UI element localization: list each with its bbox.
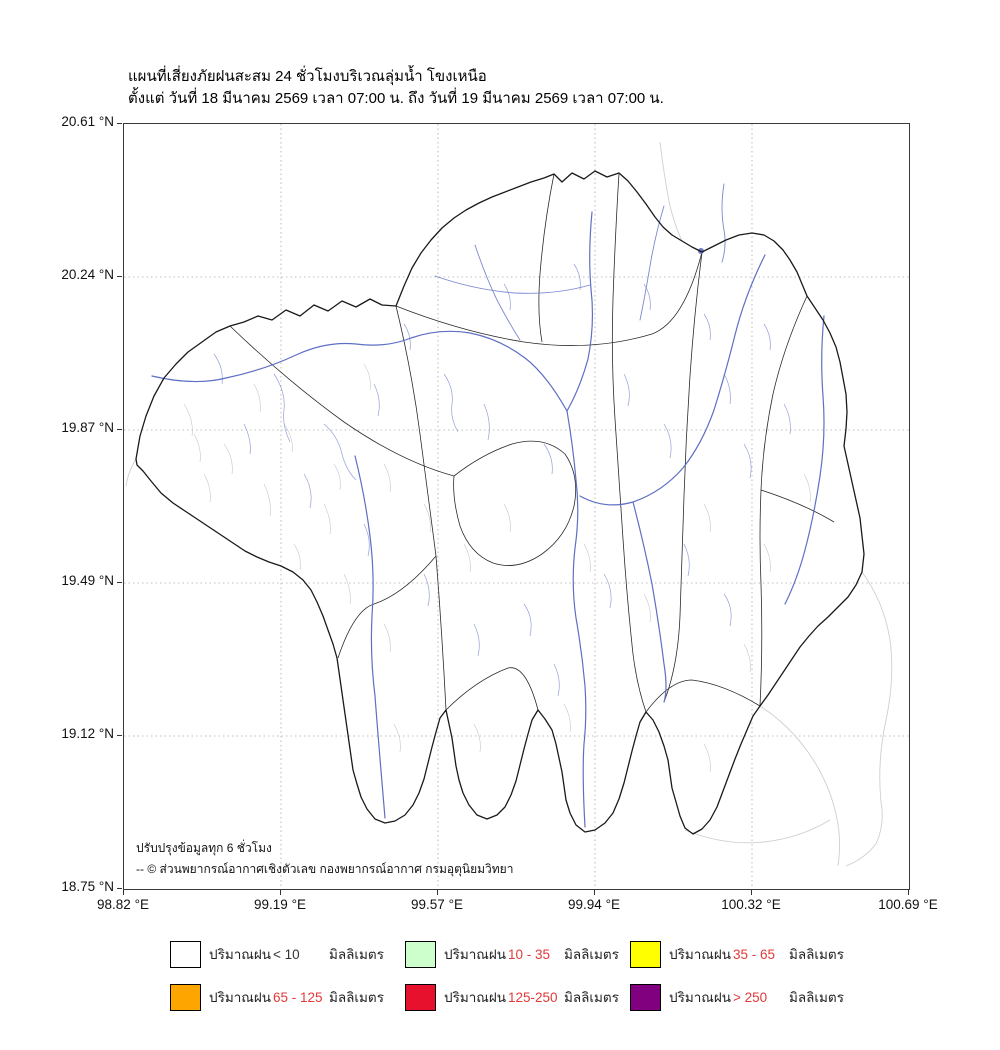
lat-tick-label: 18.75 °N <box>61 879 114 894</box>
minor-stream-network-blue <box>213 263 791 697</box>
legend-item-10-35: ปริมาณฝน 10 - 35 มิลลิเมตร <box>405 939 630 969</box>
legend-value: 65 - 125 <box>272 990 323 1005</box>
legend-value: 10 - 35 <box>507 947 550 962</box>
legend-label: ปริมาณฝน <box>669 990 731 1005</box>
minor-stream-network-gray <box>183 363 811 773</box>
map-note: ปรับปรุงข้อมูลทุก 6 ชั่วโมง -- © ส่วนพยา… <box>136 838 513 881</box>
basin-map-svg <box>124 124 909 889</box>
lat-tick-label: 19.87 °N <box>61 420 114 435</box>
watershed-outline <box>135 170 865 835</box>
update-frequency-note: ปรับปรุงข้อมูลทุก 6 ชั่วโมง <box>136 840 272 855</box>
legend-value: 125-250 <box>507 990 558 1005</box>
map-plot-area: ปรับปรุงข้อมูลทุก 6 ชั่วโมง -- © ส่วนพยา… <box>123 123 910 890</box>
axis-tick <box>117 582 122 583</box>
legend-swatch-65-125 <box>170 983 201 1011</box>
legend-label: ปริมาณฝน <box>444 990 506 1005</box>
legend-label: ปริมาณฝน <box>444 947 506 962</box>
lon-tick-label: 99.57 °E <box>411 897 463 912</box>
lat-tick-label: 20.24 °N <box>61 267 114 282</box>
legend: ปริมาณฝน < 10 มิลลิเมตร ปริมาณฝน 10 - 35 มิล… <box>170 939 844 1012</box>
axis-tick <box>280 890 281 895</box>
axis-tick <box>117 429 122 430</box>
legend-item-gt250: ปริมาณฝน > 250 มิลลิเมตร <box>630 982 844 1012</box>
map-title: แผนที่เสี่ยงภัยฝนสะสม 24 ชั่วโมงบริเวณลุ… <box>128 68 487 85</box>
axis-tick <box>123 890 124 895</box>
grid-lines <box>124 124 909 889</box>
legend-item-lt10: ปริมาณฝน < 10 มิลลิเมตร <box>170 939 405 969</box>
legend-value: < 10 <box>272 947 300 962</box>
legend-item-65-125: ปริมาณฝน 65 - 125 มิลลิเมตร <box>170 982 405 1012</box>
title-block: แผนที่เสี่ยงภัยฝนสะสม 24 ชั่วโมงบริเวณลุ… <box>128 66 664 110</box>
river-network <box>151 211 825 828</box>
legend-swatch-lt10 <box>170 940 201 968</box>
lat-tick-label: 19.49 °N <box>61 573 114 588</box>
lon-tick-label: 100.32 °E <box>721 897 781 912</box>
lat-tick-label: 20.61 °N <box>61 114 114 129</box>
credit-note: -- © ส่วนพยากรณ์อากาศเชิงตัวเลข กองพยากร… <box>136 862 514 877</box>
legend-unit: มิลลิเมตร <box>563 990 619 1005</box>
legend-unit: มิลลิเมตร <box>563 947 619 962</box>
outside-admin-boundaries <box>125 141 893 867</box>
legend-unit: มิลลิเมตร <box>788 990 844 1005</box>
legend-swatch-10-35 <box>405 940 436 968</box>
secondary-rivers <box>434 183 726 341</box>
legend-value: 35 - 65 <box>732 947 775 962</box>
axis-tick <box>117 888 122 889</box>
lat-tick-label: 19.12 °N <box>61 726 114 741</box>
legend-label: ปริมาณฝน <box>669 947 731 962</box>
lon-tick-label: 99.94 °E <box>568 897 620 912</box>
lon-tick-label: 100.69 °E <box>878 897 938 912</box>
legend-swatch-125-250 <box>405 983 436 1011</box>
legend-unit: มิลลิเมตร <box>328 990 384 1005</box>
axis-tick <box>908 890 909 895</box>
lon-tick-label: 99.19 °E <box>254 897 306 912</box>
legend-value: > 250 <box>732 990 768 1005</box>
axis-tick <box>437 890 438 895</box>
axis-tick <box>117 735 122 736</box>
sub-basin-boundaries <box>229 172 835 713</box>
legend-label: ปริมาณฝน <box>209 990 271 1005</box>
legend-unit: มิลลิเมตร <box>328 947 384 962</box>
legend-unit: มิลลิเมตร <box>788 947 844 962</box>
legend-swatch-gt250 <box>630 983 661 1011</box>
lon-tick-label: 98.82 °E <box>97 897 149 912</box>
axis-tick <box>117 276 122 277</box>
legend-item-125-250: ปริมาณฝน 125-250 มิลลิเมตร <box>405 982 630 1012</box>
legend-swatch-35-65 <box>630 940 661 968</box>
axis-tick <box>594 890 595 895</box>
legend-item-35-65: ปริมาณฝน 35 - 65 มิลลิเมตร <box>630 939 844 969</box>
axis-tick <box>751 890 752 895</box>
map-subtitle: ตั้งแต่ วันที่ 18 มีนาคม 2569 เวลา 07:00… <box>128 90 664 107</box>
axis-tick <box>117 123 122 124</box>
legend-label: ปริมาณฝน <box>209 947 271 962</box>
